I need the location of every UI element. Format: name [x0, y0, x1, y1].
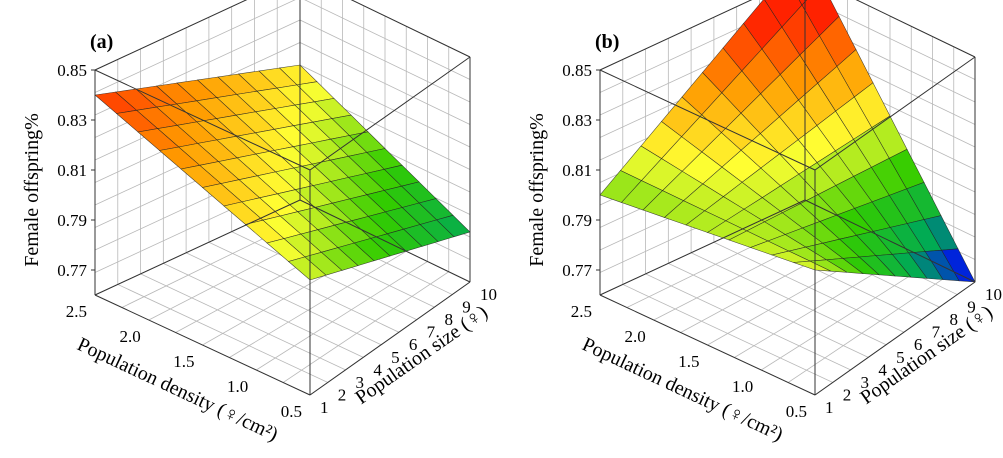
box-edge: [814, 56, 976, 171]
box-edge: [94, 69, 311, 171]
y-tick-label: 6: [914, 335, 923, 354]
box-edge: [855, 0, 976, 58]
box-edge: [94, 0, 248, 71]
y-tick-label: 3: [861, 373, 870, 392]
x-tick-label: 1.0: [227, 377, 248, 396]
surface-patch: [793, 260, 832, 272]
z-tick-label: 0.79: [562, 211, 592, 230]
y-tick-label: 4: [878, 360, 887, 379]
y-tick-label: 8: [949, 310, 958, 329]
box-edge: [804, 199, 976, 283]
box-edge: [599, 69, 816, 171]
y-tick-label: 7: [427, 323, 436, 342]
y-tick-label: 8: [444, 310, 453, 329]
panel-b: 0.77 0.79 0.81 0.83 0.85 0.5 1.0 1.5 2.0 2.5 12345…: [526, 0, 1002, 446]
box-edge: [599, 199, 806, 296]
surface: [94, 64, 471, 281]
z-tick-label: 0.81: [562, 161, 592, 180]
y-tick-label: 10: [480, 285, 497, 304]
surface: [599, 0, 976, 283]
box-frame: [94, 0, 471, 396]
box-frame: [599, 0, 976, 396]
y-tick-label: 9: [967, 298, 976, 317]
surface-patch: [287, 256, 327, 281]
y-tick-label: 1: [320, 398, 329, 417]
z-tick-label: 0.81: [57, 161, 87, 180]
floor-gridline: [787, 271, 954, 383]
x-tick-label: 2.0: [120, 327, 141, 346]
z-tick-label: 0.83: [57, 111, 87, 130]
box-edge: [599, 294, 816, 396]
x-tick-label: 2.0: [625, 327, 646, 346]
box-edge: [94, 294, 311, 396]
x-tick-label: 0.5: [786, 402, 807, 421]
y-tick-label: 5: [391, 348, 400, 367]
box-edge: [814, 281, 976, 396]
floor-gridline: [256, 261, 428, 371]
z-axis-label: Female offspring%: [526, 113, 548, 267]
z-tick-label: 0.77: [562, 261, 592, 280]
y-tick-label: 7: [932, 323, 941, 342]
floor-gridline: [229, 250, 407, 358]
box-edge: [94, 199, 301, 296]
floor-gridline: [761, 261, 933, 371]
z-tick-label: 0.83: [562, 111, 592, 130]
y-tick-label: 2: [843, 385, 852, 404]
x-tick-label: 2.5: [571, 302, 592, 321]
x-tick-label: 2.5: [66, 302, 87, 321]
box-edge: [350, 0, 471, 58]
panel-a: 0.77 0.79 0.81 0.83 0.85 0.5 1.0 1.5 2.0 2.5 12345…: [21, 0, 497, 446]
y-tick-label: 5: [896, 348, 905, 367]
x-tick-label: 0.5: [281, 402, 302, 421]
y-tick-label: 3: [356, 373, 365, 392]
z-tick-label: 0.85: [57, 61, 87, 80]
floor-gridline: [282, 271, 449, 383]
z-axis-label: Female offspring%: [21, 113, 43, 267]
y-tick-label: 9: [462, 298, 471, 317]
panel-label: (b): [595, 31, 619, 53]
y-axis-label: Population size (♀): [856, 301, 996, 409]
z-tick-label: 0.85: [562, 61, 592, 80]
box-edge: [309, 56, 471, 171]
box-edge: [599, 0, 753, 71]
x-tick-label: 1.0: [732, 377, 753, 396]
x-tick-label: 1.5: [173, 352, 194, 371]
y-tick-label: 1: [825, 398, 834, 417]
y-tick-label: 2: [338, 385, 347, 404]
x-tick-label: 1.5: [678, 352, 699, 371]
y-tick-label: 4: [373, 360, 382, 379]
x-axis-label: Population density (♀/cm²): [74, 333, 282, 445]
panel-label: (a): [90, 31, 113, 53]
x-axis-label: Population density (♀/cm²): [579, 333, 787, 445]
z-tick-label: 0.77: [57, 261, 87, 280]
z-tick-label: 0.79: [57, 211, 87, 230]
y-axis-label: Population size (♀): [351, 301, 491, 409]
y-tick-label: 6: [409, 335, 418, 354]
box-edge: [299, 199, 471, 283]
wall-gridline: [94, 0, 471, 71]
y-tick-label: 10: [985, 285, 1002, 304]
box-edge: [309, 281, 471, 396]
